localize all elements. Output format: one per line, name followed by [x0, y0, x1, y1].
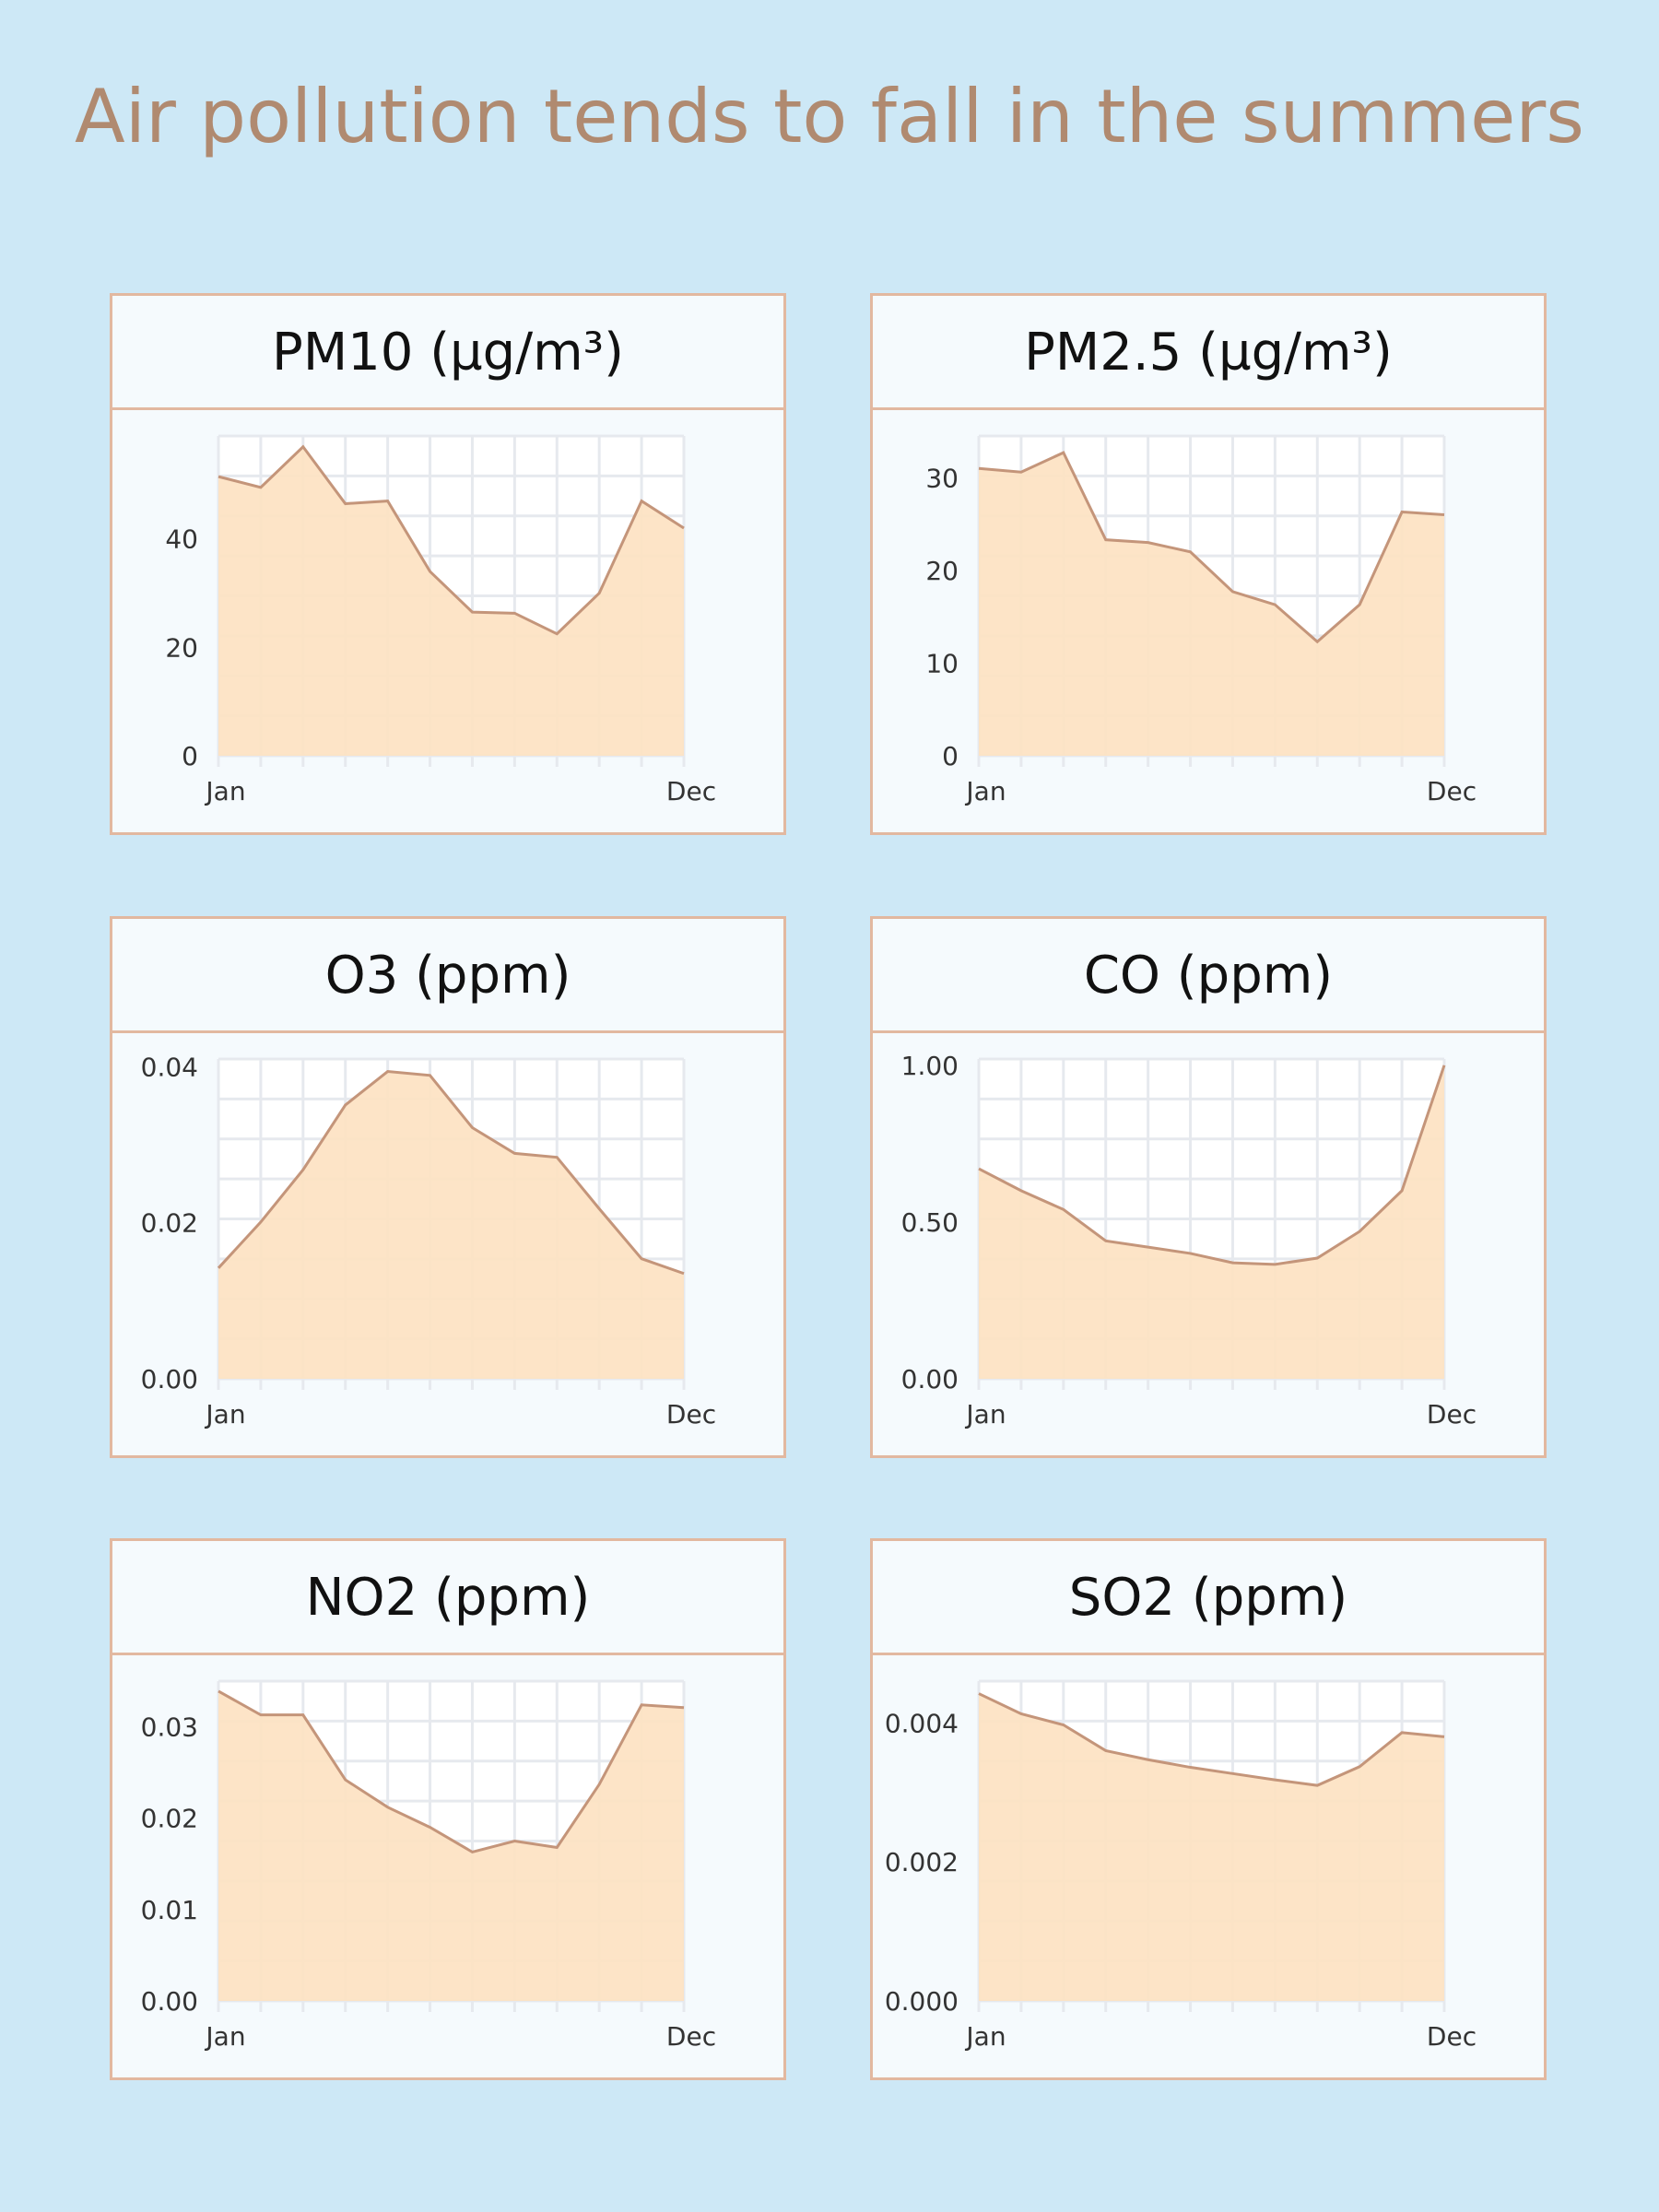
area-fill	[218, 1690, 684, 2001]
chart-no2: 0.00 0.01 0.02 0.03 Jan Dec	[141, 1679, 716, 2052]
x-tick-label: Dec	[666, 2021, 716, 2052]
area-fill	[979, 453, 1444, 756]
area-fill	[979, 1693, 1444, 2001]
y-tick-label: 0.50	[901, 1207, 959, 1238]
x-tick-label: Dec	[1427, 1399, 1477, 1430]
y-tick-label: 0	[182, 741, 198, 771]
y-tick-label: 20	[165, 632, 198, 663]
area-fill	[979, 1065, 1444, 1379]
chart-panel-o3: O3 (ppm) 0.00 0.02 0.04 Jan Dec	[110, 916, 786, 1458]
series-line	[217, 1069, 685, 1276]
chart-panel-pm25: PM2.5 (µg/m³) 0 10 20 30 Jan Dec	[870, 293, 1547, 835]
y-tick-label: 0.00	[141, 1986, 198, 2017]
chart-title-pm25: PM2.5 (µg/m³)	[873, 296, 1544, 410]
x-tick-label: Dec	[1427, 776, 1477, 806]
chart-title-co: CO (ppm)	[873, 919, 1544, 1033]
y-tick-label: 0	[942, 741, 959, 771]
chart-o3: 0.00 0.02 0.04 Jan Dec	[141, 1052, 716, 1430]
x-tick-label: Dec	[666, 776, 716, 806]
y-tick-label: 0.002	[885, 1847, 959, 1877]
series-line	[218, 1689, 685, 1854]
y-tick-label: 0.04	[141, 1052, 198, 1082]
y-tick-label: 0.02	[141, 1804, 198, 1834]
chart-title-o3: O3 (ppm)	[112, 919, 783, 1033]
chart-co: 0.00 0.50 1.00 Jan Dec	[901, 1051, 1477, 1430]
x-tick-label: Jan	[964, 1399, 1006, 1430]
area-fill	[218, 446, 684, 756]
x-tick-label: Jan	[204, 1399, 245, 1430]
y-tick-label: 0.02	[141, 1208, 198, 1239]
chart-title-no2: NO2 (ppm)	[112, 1541, 783, 1655]
chart-so2: 0.000 0.002 0.004 Jan Dec	[885, 1679, 1477, 2052]
x-tick-label: Dec	[666, 1399, 716, 1430]
series-line	[978, 1065, 1446, 1266]
y-tick-label: 0.000	[885, 1986, 959, 2017]
y-tick-label: 0.00	[901, 1364, 959, 1394]
page-title: Air pollution tends to fall in the summe…	[75, 74, 1584, 159]
chart-pm10: 0 20 40 Jan Dec	[165, 434, 716, 806]
y-tick-label: 0.01	[141, 1895, 198, 1925]
x-tick-label: Jan	[964, 2021, 1006, 2052]
chart-title-so2: SO2 (ppm)	[873, 1541, 1544, 1655]
y-tick-label: 30	[925, 463, 959, 493]
chart-panel-pm10: PM10 (µg/m³) 0 20 40 Jan Dec	[110, 293, 786, 835]
y-tick-label: 0.004	[885, 1708, 959, 1738]
y-tick-label: 10	[925, 648, 959, 678]
x-tick-label: Jan	[204, 2021, 245, 2052]
x-tick-label: Jan	[964, 776, 1006, 806]
series-line	[978, 1692, 1445, 1787]
y-tick-label: 0.03	[141, 1712, 198, 1743]
y-tick-label: 20	[925, 556, 959, 586]
y-tick-label: 40	[165, 524, 198, 555]
chart-panel-co: CO (ppm) 0.00 0.50 1.00 Jan Dec	[870, 916, 1547, 1458]
chart-panel-no2: NO2 (ppm) 0.00 0.01 0.02 0.03 Jan Dec	[110, 1538, 786, 2080]
x-tick-label: Jan	[204, 776, 245, 806]
x-tick-label: Dec	[1427, 2021, 1477, 2052]
series-line	[978, 451, 1445, 644]
chart-panel-so2: SO2 (ppm) 0.000 0.002 0.004 Jan Dec	[870, 1538, 1547, 2080]
y-tick-label: 1.00	[901, 1051, 959, 1081]
chart-pm25: 0 10 20 30 Jan Dec	[925, 434, 1477, 806]
series-line	[218, 444, 685, 636]
chart-title-pm10: PM10 (µg/m³)	[112, 296, 783, 410]
y-tick-label: 0.00	[141, 1364, 198, 1394]
area-fill	[218, 1071, 684, 1379]
